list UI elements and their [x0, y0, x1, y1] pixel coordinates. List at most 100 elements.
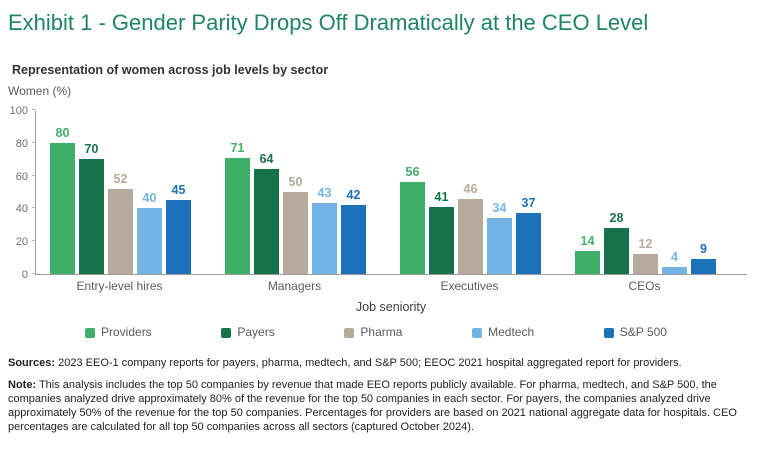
- x-category-label: Executives: [440, 279, 499, 293]
- legend-label: Payers: [237, 325, 275, 339]
- legend-label: Providers: [101, 325, 152, 339]
- bar-value-label: 56: [405, 165, 420, 180]
- x-category-label: Entry-level hires: [76, 279, 163, 293]
- bar-column: 45: [166, 184, 191, 274]
- bar: [108, 188, 133, 274]
- bar: [604, 228, 629, 274]
- bar-column: 64: [254, 153, 279, 274]
- bar-column: 37: [516, 197, 541, 274]
- sources-note: Sources: 2023 EEO-1 company reports for …: [8, 356, 760, 370]
- y-tick-label: 100: [9, 105, 28, 117]
- bar-group: 80 70 52 40 45: [50, 125, 191, 274]
- bar-column: 70: [79, 143, 104, 274]
- bar-column: 43: [312, 187, 337, 274]
- bar-value-label: 28: [609, 211, 624, 226]
- legend-item: Pharma: [344, 326, 402, 339]
- bar-value-label: 45: [171, 183, 186, 198]
- bar: [341, 205, 366, 274]
- bar-value-label: 80: [55, 125, 70, 140]
- bar-column: 34: [487, 202, 512, 274]
- bar: [691, 259, 716, 274]
- bar-value-label: 50: [288, 175, 303, 189]
- bar-column: 28: [604, 212, 629, 274]
- chart-legend: Providers Payers Pharma Medtech S&P 500: [85, 326, 667, 339]
- legend-swatch-icon: [603, 327, 614, 338]
- bar-value-label: 71: [230, 140, 245, 155]
- bar-value-label: 14: [580, 234, 595, 249]
- legend-swatch-icon: [221, 327, 232, 338]
- bar: [254, 169, 279, 274]
- bar: [137, 208, 162, 274]
- bar-value-label: 46: [463, 181, 478, 196]
- bar-column: 46: [458, 181, 483, 274]
- bar-column: 42: [341, 189, 366, 274]
- legend-swatch-icon: [344, 327, 355, 338]
- sources-label: Sources:: [8, 357, 56, 369]
- bar-value-label: 43: [317, 186, 332, 201]
- bar: [50, 142, 75, 274]
- exhibit-title: Exhibit 1 - Gender Parity Drops Off Dram…: [8, 10, 649, 35]
- y-tick-mark: [32, 174, 36, 176]
- report-page: Exhibit 1 - Gender Parity Drops Off Dram…: [0, 10, 768, 434]
- bar-group: 14 28 12 4 9: [575, 212, 716, 274]
- bar-column: 14: [575, 235, 600, 274]
- y-tick-mark: [32, 240, 36, 242]
- y-tick-label: 40: [15, 203, 28, 216]
- bar-column: 56: [400, 166, 425, 274]
- bar-column: 50: [283, 176, 308, 274]
- methodology-note: Note: This analysis includes the top 50 …: [8, 378, 760, 434]
- bar-value-label: 41: [434, 189, 449, 204]
- bar: [516, 213, 541, 274]
- bar-column: 41: [429, 189, 454, 274]
- y-axis: 0 20 40 60 80 100: [0, 105, 30, 281]
- bar-value-label: 4: [671, 250, 678, 265]
- bar-value-label: 9: [700, 242, 707, 257]
- bar-column: 71: [225, 140, 250, 274]
- bar-value-label: 70: [84, 142, 99, 157]
- bar-chart: Representation of women across job level…: [0, 63, 768, 339]
- bar-column: 80: [50, 125, 75, 274]
- y-tick-label: 0: [21, 269, 28, 281]
- bar: [225, 157, 250, 274]
- x-category-label: CEOs: [628, 279, 661, 293]
- footnotes: Sources: 2023 EEO-1 company reports for …: [8, 356, 760, 434]
- note-text: This analysis includes the top 50 compan…: [8, 379, 737, 434]
- y-axis-title: Women (%): [8, 84, 72, 98]
- bar: [400, 182, 425, 274]
- bar-value-label: 42: [346, 188, 361, 203]
- legend-item: Payers: [221, 325, 275, 339]
- y-tick-mark: [32, 273, 36, 274]
- bar: [487, 218, 512, 274]
- x-category-label: Managers: [267, 279, 322, 293]
- chart-subtitle: Representation of women across job level…: [12, 63, 329, 77]
- x-axis-labels: Entry-level hires Managers Executives CEOs: [49, 279, 768, 293]
- bar-value-label: 64: [259, 152, 274, 167]
- bar-value-label: 37: [521, 196, 536, 211]
- note-label: Note:: [8, 379, 37, 392]
- legend-item: Medtech: [472, 326, 534, 339]
- y-tick-mark: [32, 207, 36, 209]
- bar-group: 56 41 46 34 37: [400, 166, 541, 274]
- legend-label: Medtech: [488, 325, 535, 339]
- sources-text: 2023 EEO-1 company reports for payers, p…: [55, 357, 682, 369]
- plot-wrap: 0 20 40 60 80 100 80 70 52 40 45 71 64 50 43 42 56 41 46 3…: [0, 105, 768, 281]
- bar: [79, 159, 104, 274]
- bar-value-label: 34: [492, 201, 507, 216]
- bar-value-label: 12: [638, 237, 653, 252]
- bar-column: 52: [108, 171, 133, 274]
- bar: [662, 267, 687, 274]
- bar: [312, 203, 337, 274]
- bar: [633, 254, 658, 274]
- bar: [429, 206, 454, 274]
- bar-column: 9: [691, 243, 716, 274]
- bar: [458, 198, 483, 274]
- bar: [166, 200, 191, 274]
- bar-value-label: 52: [113, 171, 128, 186]
- legend-label: Pharma: [360, 325, 403, 339]
- bar-column: 12: [633, 238, 658, 274]
- bar-column: 40: [137, 192, 162, 274]
- x-axis-title: Job seniority: [355, 300, 427, 314]
- legend-item: Providers: [85, 326, 152, 339]
- bar-group: 71 64 50 43 42: [225, 140, 366, 274]
- legend-item: S&P 500: [603, 326, 667, 339]
